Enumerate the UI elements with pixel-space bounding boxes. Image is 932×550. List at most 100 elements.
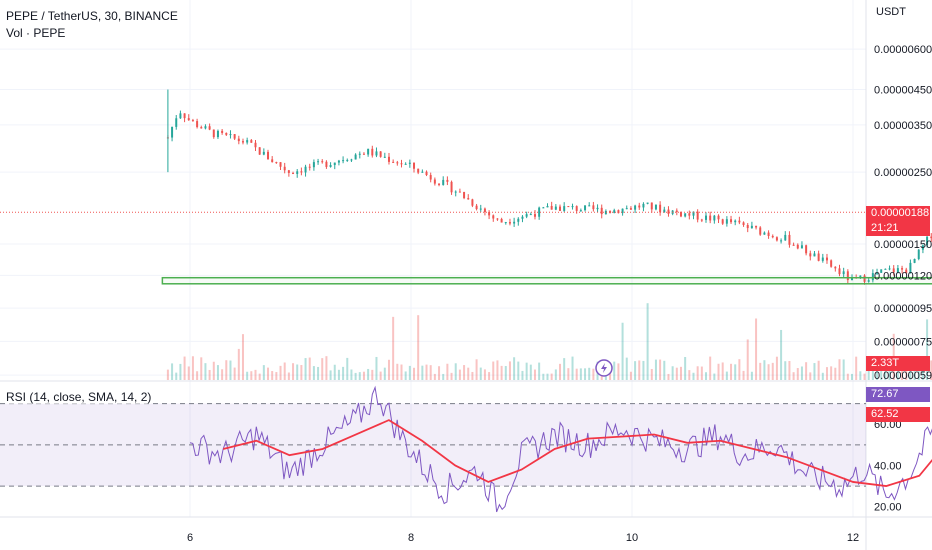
candle-body <box>884 268 887 270</box>
volume-bar <box>500 365 503 380</box>
volume-bar <box>271 371 274 380</box>
volume-bar <box>609 370 612 380</box>
volume-bar <box>216 365 219 380</box>
volume-bar <box>838 359 841 380</box>
flash-icon[interactable] <box>595 359 613 377</box>
candle-body <box>788 234 791 245</box>
candle-body <box>413 162 416 169</box>
volume-bar <box>283 362 286 380</box>
candle-body <box>859 275 862 279</box>
candle-body <box>792 244 795 246</box>
candle-body <box>892 268 895 273</box>
candle-body <box>679 211 682 217</box>
candle-body <box>746 225 749 229</box>
candle-body <box>800 245 803 249</box>
volume-bar <box>813 363 816 380</box>
volume-bar <box>321 358 324 380</box>
candle-body <box>742 222 745 226</box>
rsi-ma-line <box>222 419 932 487</box>
last-price-tag: 0.00000188 21:21 <box>866 206 930 236</box>
candle-body <box>921 245 924 250</box>
volume-bar <box>550 373 553 380</box>
candle-body <box>725 219 728 224</box>
candle-body <box>287 170 290 173</box>
candle-body <box>513 221 516 224</box>
volume-bar <box>258 373 261 380</box>
candle-body <box>483 208 486 213</box>
volume-bar <box>734 364 737 380</box>
rsi-tick-label: 60.00 <box>874 419 902 431</box>
volume-bar <box>304 358 307 380</box>
volume-bar <box>621 322 624 380</box>
volume-bar <box>287 372 290 380</box>
candle-body <box>871 273 874 281</box>
volume-bar <box>926 319 929 380</box>
rsi-legend[interactable]: RSI (14, close, SMA, 14, 2) <box>6 390 152 404</box>
candle-body <box>241 141 244 143</box>
volume-bar <box>425 364 428 380</box>
axis-labels: 0.00000600 0.00000450 0.00000350 0.00000250… <box>187 44 932 544</box>
volume-bar <box>467 367 470 380</box>
candle-body <box>267 151 270 160</box>
candle-body <box>767 232 770 236</box>
rsi-value-tag: 72.67 <box>866 387 930 402</box>
volume-bar <box>901 365 904 380</box>
symbol-title[interactable]: PEPE / TetherUS, 30, BINANCE <box>6 9 178 23</box>
volume-bar <box>800 366 803 380</box>
candle-body <box>446 179 449 182</box>
candle-body <box>876 272 879 274</box>
candle-body <box>571 206 574 208</box>
candle-body <box>508 222 511 224</box>
candle-body <box>629 208 632 210</box>
candle-body <box>225 132 228 135</box>
last-price-value: 0.00000188 <box>871 207 930 219</box>
candle-body <box>596 207 599 210</box>
candle-body <box>721 219 724 224</box>
candle-body <box>896 268 899 273</box>
volume-bar <box>371 369 374 380</box>
candle-body <box>717 215 720 220</box>
volume-bar <box>183 356 186 380</box>
candle-body <box>805 245 808 254</box>
candle-body <box>675 210 678 212</box>
candle-body <box>216 130 219 138</box>
volume-bar <box>400 364 403 380</box>
volume-bar <box>759 362 762 380</box>
volume-bar <box>709 356 712 380</box>
support-zone[interactable] <box>161 276 932 285</box>
volume-bar <box>262 365 265 380</box>
candle-body <box>383 156 386 158</box>
price-tick-label: 0.00000120 <box>874 270 932 282</box>
candle-body <box>846 271 849 281</box>
candle-body <box>396 162 399 164</box>
candle-body <box>333 162 336 166</box>
candle-body <box>738 220 741 223</box>
candle-body <box>563 206 566 211</box>
candle-body <box>417 168 420 173</box>
volume-bar <box>367 368 370 380</box>
candle-body <box>521 216 524 219</box>
volume-bar <box>667 373 670 380</box>
volume-bar <box>212 361 215 380</box>
candle-body <box>659 204 662 213</box>
price-tick-label: 0.00000075 <box>874 336 932 348</box>
candle-body <box>408 162 411 164</box>
candle-body <box>387 156 390 162</box>
volume-bar <box>746 339 749 380</box>
candle-body <box>425 171 428 176</box>
volume-bar <box>859 371 862 380</box>
candle-body <box>342 160 345 162</box>
candle-body <box>709 215 712 221</box>
candle-body <box>200 127 203 129</box>
candle-body <box>909 262 912 274</box>
volume-bar <box>717 363 720 380</box>
volume-bar <box>354 372 357 380</box>
candle-body <box>371 148 374 156</box>
candle-body <box>479 208 482 210</box>
volume-bar <box>187 366 190 380</box>
candle-body <box>458 191 461 193</box>
candle-body <box>246 140 249 143</box>
candle-body <box>204 126 207 129</box>
volume-bar <box>483 369 486 380</box>
candle-body <box>233 134 236 139</box>
